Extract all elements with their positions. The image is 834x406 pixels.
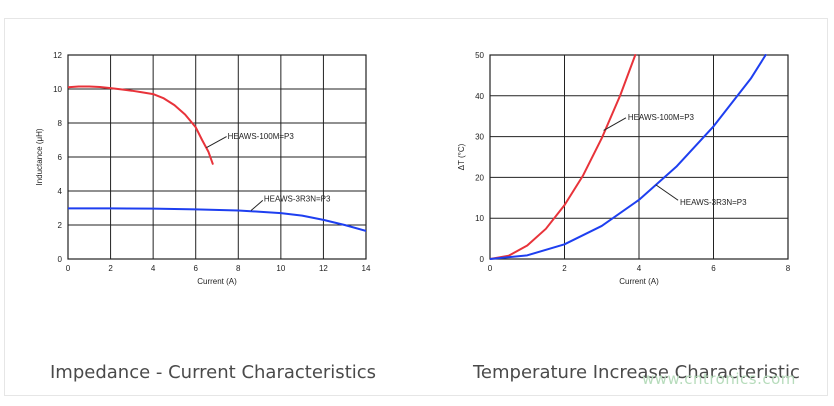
series-line-blue [490, 54, 767, 260]
x-tick-label: 0 [66, 264, 71, 273]
annotation-leader-line [655, 184, 679, 201]
series-line-red [490, 54, 637, 260]
x-tick-label: 6 [193, 264, 198, 273]
y-tick-label: 20 [475, 173, 484, 182]
y-tick-label: 0 [58, 255, 63, 264]
x-tick-label: 0 [488, 264, 493, 273]
y-axis-label: Inductance (μH) [35, 128, 44, 185]
annotation-leader-line [206, 136, 227, 149]
y-tick-label: 0 [480, 255, 485, 264]
x-axis-label: Current (A) [619, 277, 659, 286]
x-tick-label: 6 [711, 264, 716, 273]
caption-temperature-increase: Temperature Increase Characteristic [473, 362, 800, 383]
plot-area-border [489, 54, 789, 260]
figure-frame [4, 18, 828, 396]
y-tick-label: 40 [475, 92, 484, 101]
y-axis-label: ΔT (°C) [457, 143, 466, 170]
x-tick-label: 12 [319, 264, 328, 273]
y-tick-label: 2 [58, 221, 63, 230]
x-tick-label: 2 [108, 264, 113, 273]
annotation-leader-line [603, 117, 627, 131]
y-tick-label: 4 [58, 187, 63, 196]
caption-impedance-current: Impedance - Current Characteristics [50, 362, 377, 383]
x-tick-label: 10 [276, 264, 285, 273]
y-tick-label: 10 [475, 214, 484, 223]
x-tick-label: 8 [236, 264, 241, 273]
chart-inductance-vs-current: 0 2 4 6 8 10 12 14 0 2 4 6 8 10 12 Current (A) Inductanc… [35, 51, 371, 286]
annotation-leader-line [250, 199, 264, 211]
y-tick-label: 12 [53, 51, 62, 60]
plot-area-border [67, 54, 367, 260]
y-tick-label: 50 [475, 51, 484, 60]
x-axis-label: Current (A) [197, 277, 237, 286]
x-tick-label: 4 [637, 264, 642, 273]
x-tick-label: 14 [362, 264, 371, 273]
x-tick-label: 2 [562, 264, 567, 273]
series-annotation-label: HEAWS-3R3N=P3 [680, 198, 747, 207]
y-tick-label: 8 [58, 119, 63, 128]
x-tick-label: 8 [786, 264, 791, 273]
y-tick-label: 30 [475, 133, 484, 142]
series-line-blue [68, 207, 366, 232]
x-tick-label: 4 [151, 264, 156, 273]
series-annotation-label: HEAWS-100M=P3 [628, 113, 695, 122]
y-tick-label: 6 [58, 153, 63, 162]
chart-temperature-rise-vs-current: 0 2 4 6 8 0 10 20 30 40 50 Current (A) ΔT (°C) HEAWS-… [457, 51, 791, 286]
series-line-red [68, 85, 214, 165]
y-tick-label: 10 [53, 85, 62, 94]
series-annotation-label: HEAWS-3R3N=P3 [264, 195, 331, 204]
series-annotation-label: HEAWS-100M=P3 [228, 132, 295, 141]
watermark-text: www.cntronics.com [642, 370, 796, 388]
